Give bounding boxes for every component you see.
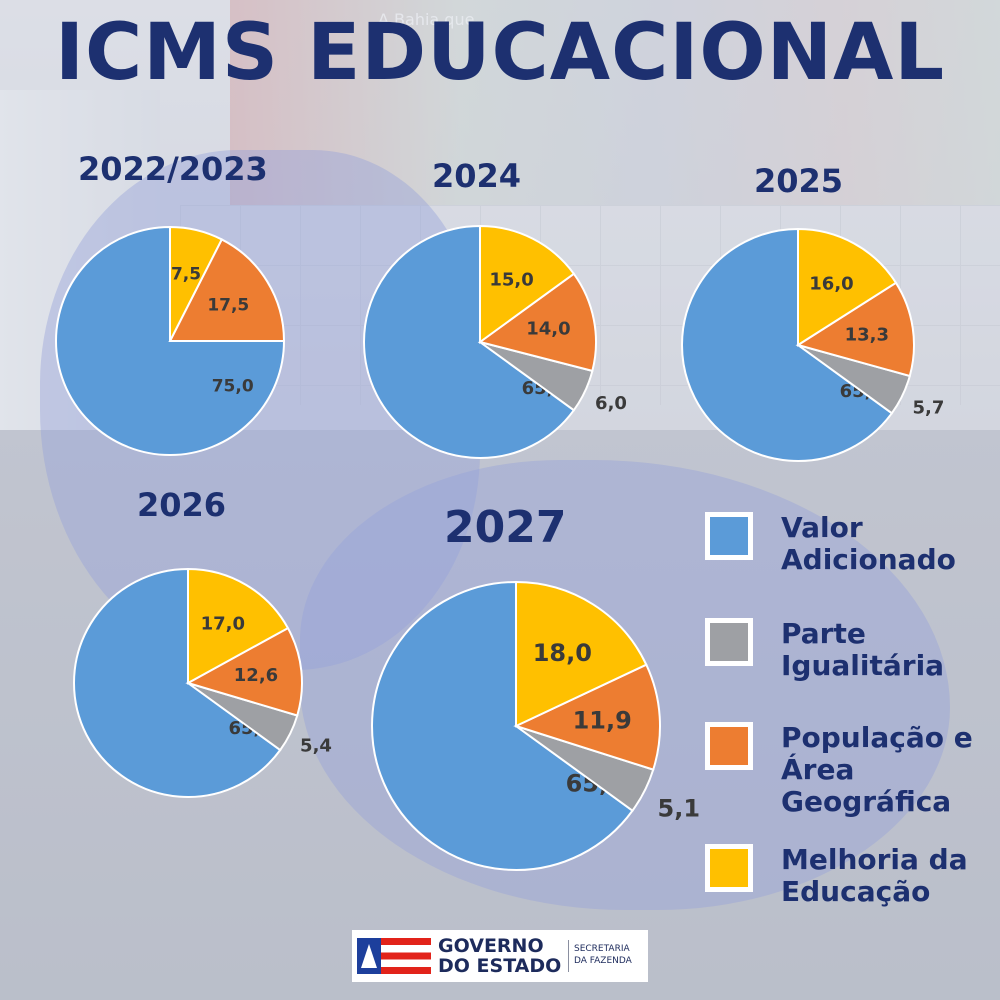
pie-slice-populacao-area: [513, 663, 661, 771]
data-label-populacao-area: 14,0: [526, 319, 570, 340]
pie-chart-2022-2023: 75,0 17,5 7,5: [55, 225, 286, 456]
secretaria-line2: DA FAZENDA: [574, 956, 632, 966]
legend-swatch-parte-igualitaria: [705, 618, 753, 666]
wall-mural: [230, 0, 1000, 205]
pie-slice-melhoria-educacao: [187, 567, 290, 685]
legend-label-parte-igualitaria: Parte Igualitária: [781, 617, 945, 682]
legend-swatch-populacao-area: [705, 722, 753, 770]
data-label-melhoria-educacao: 17,0: [201, 614, 245, 635]
data-label-melhoria-educacao: 7,5: [171, 265, 201, 285]
page-title: ICMS EDUCACIONAL: [54, 8, 946, 98]
bahia-flag-icon: [357, 938, 431, 974]
pie-slice-populacao-area: [185, 626, 303, 717]
data-label-melhoria-educacao: 15,0: [489, 270, 533, 291]
legend-swatch-valor-adicionado: [705, 512, 753, 560]
secretaria-line1: SECRETARIA: [574, 944, 630, 954]
pie-chart-2026: 65,05,412,617,0: [73, 567, 332, 798]
secretaria-label: SECRETARIA DA FAZENDA: [574, 943, 632, 967]
pie-slice-valor-adicionado: [371, 580, 634, 871]
data-label-populacao-area: 11,9: [573, 706, 632, 734]
government-footer-logo: GOVERNO DO ESTADO SECRETARIA DA FAZENDA: [352, 930, 648, 982]
pie-slice-melhoria-educacao: [515, 580, 648, 728]
data-label-parte-igualitaria: 5,4: [300, 736, 332, 757]
pie-chart-2025: 65,05,713,316,0: [681, 227, 944, 462]
pie-slice-valor-adicionado: [363, 224, 576, 459]
data-label-populacao-area: 13,3: [845, 324, 889, 345]
data-label-valor-adicionado: 75,0: [212, 377, 254, 397]
governo-line1: GOVERNO: [438, 935, 544, 957]
pie-slice-melhoria-educacao: [169, 225, 224, 342]
legend-label-melhoria-educacao: Melhoria da Educação: [781, 843, 968, 908]
year-label-2027: 2027: [444, 502, 567, 553]
data-label-melhoria-educacao: 16,0: [809, 274, 853, 295]
mural-text: A Bahia que: [378, 10, 475, 29]
pie-slice-valor-adicionado: [73, 567, 282, 798]
data-label-parte-igualitaria: 5,1: [658, 794, 701, 822]
legend-label-populacao-area: População e Área Geográfica: [781, 721, 973, 818]
pie-slice-valor-adicionado: [681, 227, 894, 462]
governo-line2: DO ESTADO: [438, 955, 562, 977]
pie-chart-2027: 65,05,111,918,0: [371, 580, 700, 871]
data-label-parte-igualitaria: 6,0: [595, 393, 627, 414]
pie-chart-2024: 65,06,014,015,0: [363, 224, 627, 459]
pie-slice-populacao-area: [168, 238, 286, 342]
year-label-2022-2023: 2022/2023: [78, 150, 268, 188]
pie-slice-valor-adicionado: [55, 225, 286, 456]
data-label-parte-igualitaria: 5,7: [912, 397, 944, 418]
year-label-2025: 2025: [754, 162, 844, 200]
data-label-populacao-area: 17,5: [207, 295, 249, 315]
data-label-melhoria-educacao: 18,0: [533, 639, 592, 667]
pie-slice-populacao-area: [795, 281, 915, 378]
legend-swatch-melhoria-educacao: [705, 844, 753, 892]
legend-label-valor-adicionado: Valor Adicionado: [781, 511, 956, 576]
pie-slice-melhoria-educacao: [797, 227, 898, 347]
governo-label: GOVERNO DO ESTADO: [438, 936, 561, 976]
year-label-2024: 2024: [432, 157, 522, 195]
footer-divider: [568, 940, 569, 972]
pie-slice-melhoria-educacao: [479, 224, 576, 344]
year-label-2026: 2026: [137, 486, 227, 524]
data-label-populacao-area: 12,6: [234, 665, 278, 686]
pie-slice-populacao-area: [477, 272, 597, 373]
